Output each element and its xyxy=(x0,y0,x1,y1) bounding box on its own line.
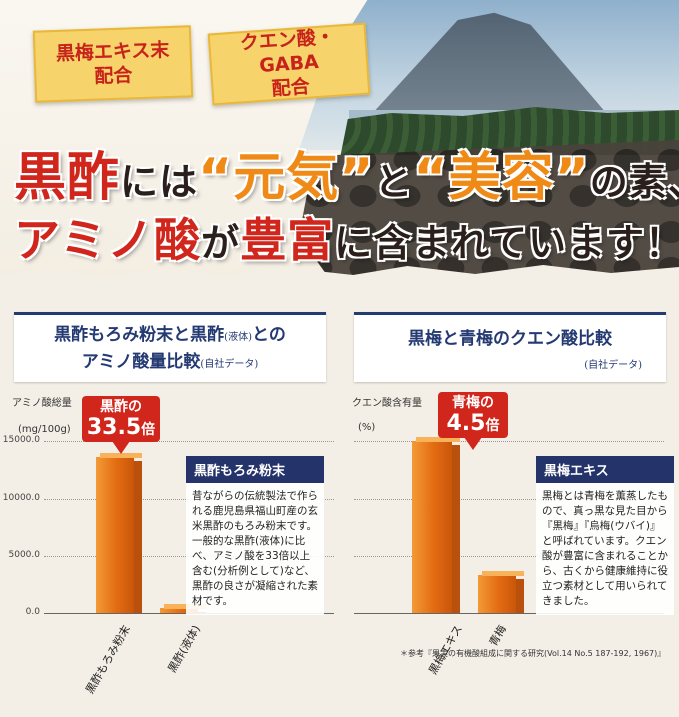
gridline xyxy=(354,499,664,500)
citric-card-title: 黒梅と青梅のクエン酸比較 (自社データ) xyxy=(354,312,666,382)
x-tick-label: 黒梅エキス xyxy=(426,623,465,677)
y-axis-unit: (mg/100g) xyxy=(18,424,71,435)
bar-kuroume-extract xyxy=(412,437,460,613)
tag-citric-gaba: クエン酸・GABA 配合 xyxy=(207,22,371,106)
tag-line: クエン酸・GABA xyxy=(239,25,336,78)
badge-label: 青梅の xyxy=(452,395,494,411)
x-axis xyxy=(354,613,664,614)
bar-top-face xyxy=(164,604,206,609)
y-axis-label: クエン酸含有量 xyxy=(352,398,422,409)
title-text: との xyxy=(251,325,286,345)
badge-label: 黒酢の xyxy=(100,399,142,415)
bar-side-face xyxy=(452,445,460,613)
headline-word: には xyxy=(120,160,199,204)
bar-top-face xyxy=(416,437,460,442)
headline-word: “元気” xyxy=(198,148,375,208)
bar-top-face xyxy=(482,571,524,576)
tag-line: 配合 xyxy=(94,64,133,88)
tick-label: 0.0 xyxy=(25,607,40,617)
title-text: 黒梅と青梅のクエン酸比較 xyxy=(408,329,612,349)
ratio-badge: 黒酢の 33.5倍 xyxy=(82,396,160,454)
gridline xyxy=(354,556,664,557)
amino-acid-panel: 黒酢もろみ粉末と黒酢(液体)との アミノ酸量比較(自社データ) アミノ酸総量 (… xyxy=(0,300,340,696)
headline-line-1: 黒酢には“元気”と“美容”の素、 xyxy=(14,148,679,212)
tick-label: 5000.0 xyxy=(8,550,41,560)
title-note: (自社データ) xyxy=(584,360,642,371)
bar-aoume xyxy=(478,571,524,613)
headline-word: “美容” xyxy=(413,148,590,208)
tag-line: 黒梅エキス末 xyxy=(55,39,170,65)
headline-word: と xyxy=(374,160,414,204)
badge-value: 4.5 xyxy=(446,411,486,436)
tag-line: 配合 xyxy=(270,75,311,101)
headline-word: が xyxy=(201,221,241,265)
title-note: (液体) xyxy=(224,332,252,343)
title-text: アミノ酸量比較 xyxy=(81,352,201,372)
ratio-badge: 青梅の 4.5倍 xyxy=(438,392,508,450)
y-axis-label: アミノ酸総量 xyxy=(12,398,72,409)
bar-top-face xyxy=(100,453,142,458)
x-tick-label: 黒酢もろみ粉末 xyxy=(83,623,133,697)
headline-word: 豊富 xyxy=(240,213,335,267)
amino-card-title: 黒酢もろみ粉末と黒酢(液体)との アミノ酸量比較(自社データ) xyxy=(14,312,326,382)
gridline xyxy=(354,441,664,442)
headline-word: の素、 xyxy=(589,160,679,204)
kuroume-info-box: 黒梅エキス 黒梅とは青梅を薫蒸したもので、真っ黒な見た目から『黒梅』『烏梅(ウバ… xyxy=(536,456,674,615)
info-body: 黒梅とは青梅を薫蒸したもので、真っ黒な見た目から『黒梅』『烏梅(ウバイ)』と呼ば… xyxy=(536,483,674,615)
badge-value: 33.5 xyxy=(86,415,142,440)
gridline xyxy=(44,441,334,442)
bar-side-face xyxy=(516,579,524,613)
badge-unit: 倍 xyxy=(141,422,156,438)
y-axis-unit: (%) xyxy=(358,422,376,433)
bar-kurozu-moromi xyxy=(96,453,142,613)
tick-label: 10000.0 xyxy=(2,493,40,503)
title-text: 黒酢もろみ粉末と黒酢 xyxy=(54,325,225,345)
title-note: (自社データ) xyxy=(200,359,259,370)
citric-acid-panel: 黒梅と青梅のクエン酸比較 (自社データ) クエン酸含有量 (%) 青梅の 4.5… xyxy=(340,300,679,677)
headline-word: アミノ酸 xyxy=(14,213,202,267)
x-tick-label: 黒酢(液体) xyxy=(165,623,203,676)
tick-label: 15000.0 xyxy=(2,435,40,445)
info-title: 黒梅エキス xyxy=(536,456,674,483)
kurozu-info-box: 黒酢もろみ粉末 昔ながらの伝統製法で作られる鹿児島県福山町産の玄米黒酢のもろみ粉… xyxy=(186,456,324,615)
info-title: 黒酢もろみ粉末 xyxy=(186,456,324,483)
tag-kuroume-extract: 黒梅エキス末 配合 xyxy=(32,25,194,103)
headline-line-2: アミノ酸が豊富に含まれています！ xyxy=(14,212,679,271)
info-body: 昔ながらの伝統製法で作られる鹿児島県福山町産の玄米黒酢のもろみ粉末です。一般的な… xyxy=(186,483,324,615)
badge-unit: 倍 xyxy=(485,418,500,434)
hero-banner: 黒梅エキス末 配合 クエン酸・GABA 配合 黒酢には“元気”と“美容”の素、 … xyxy=(0,0,679,300)
headline-word: 黒酢 xyxy=(14,148,121,208)
reference-note: ＊参考『果実の有機酸組成に関する研究(Vol.14 No.5 187-192, … xyxy=(400,649,666,658)
headline-word: に含まれています！ xyxy=(334,221,679,265)
bar-side-face xyxy=(134,461,142,613)
